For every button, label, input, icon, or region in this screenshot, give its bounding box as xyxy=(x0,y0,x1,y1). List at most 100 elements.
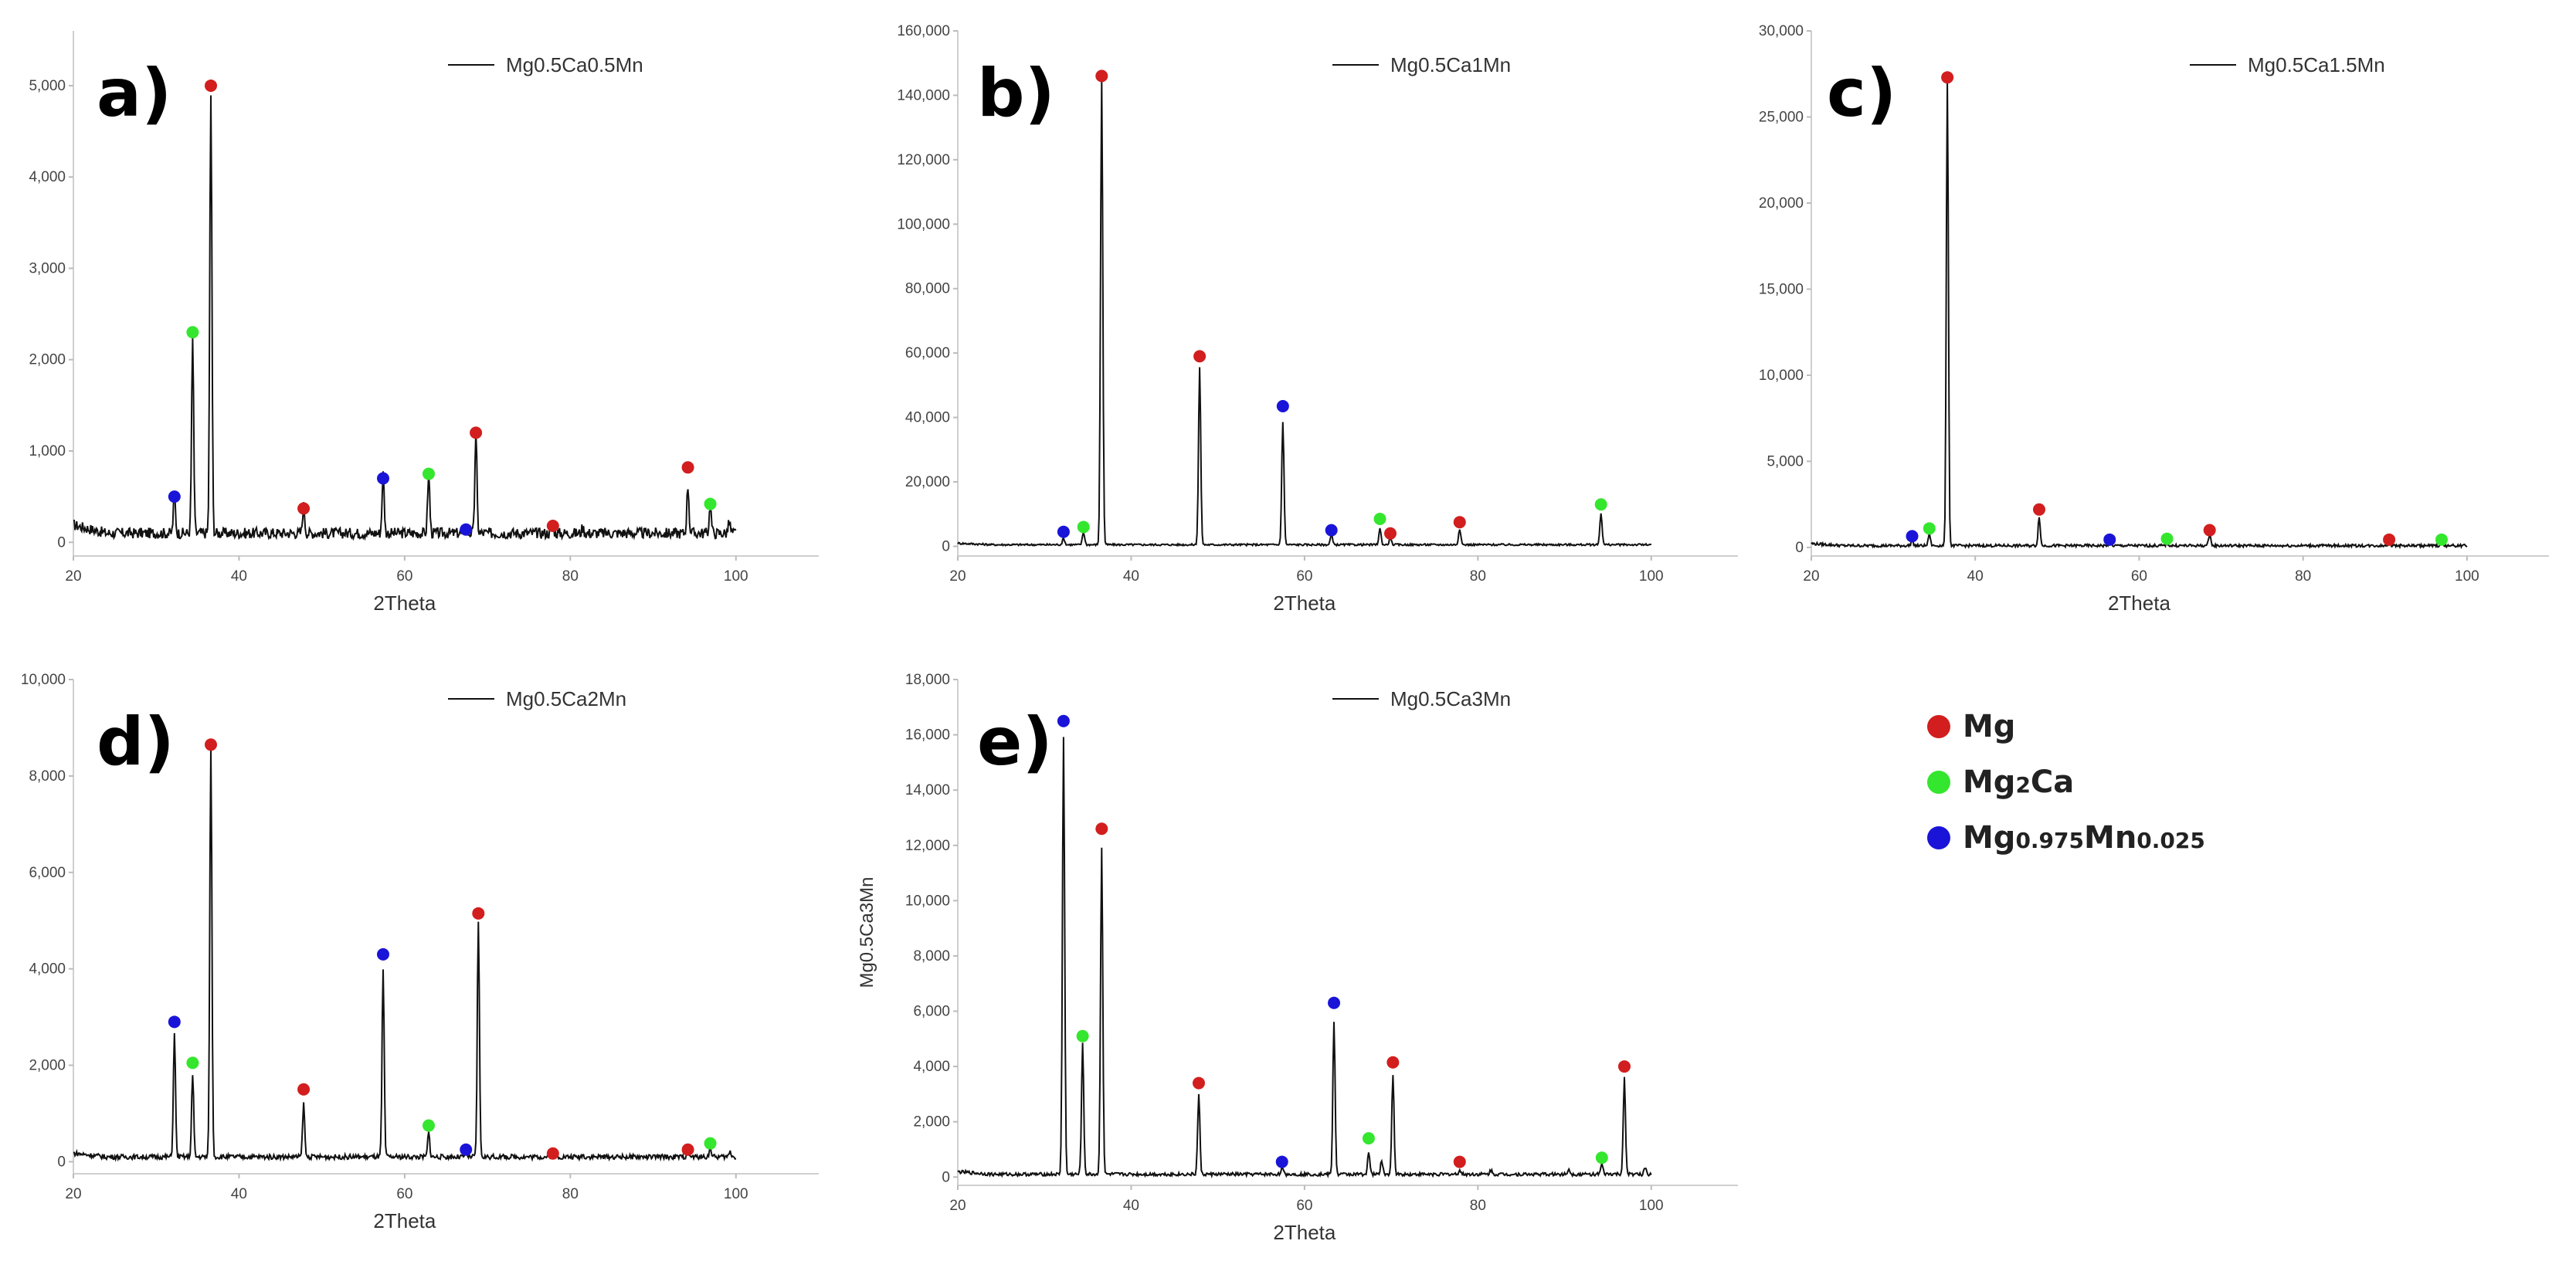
peak-marker xyxy=(1095,69,1108,83)
peak-marker xyxy=(297,502,311,515)
peak-marker xyxy=(704,497,717,510)
x-tick-label: 40 xyxy=(231,568,247,585)
peak-marker xyxy=(1595,1151,1608,1164)
y-tick-label: 14,000 xyxy=(905,782,950,798)
panel-label: a) xyxy=(97,55,171,132)
peak-marker xyxy=(1941,71,1954,84)
peak-marker xyxy=(2103,533,2116,546)
mg-dot-icon xyxy=(1927,715,1950,738)
y-tick-label: 80,000 xyxy=(905,281,950,297)
x-tick-label: 20 xyxy=(65,568,81,585)
y-tick-label: 8,000 xyxy=(913,948,950,964)
y-tick-label: 8,000 xyxy=(29,768,66,785)
y-tick-label: 5,000 xyxy=(29,78,66,94)
x-tick-label: 40 xyxy=(1123,1198,1139,1214)
peak-marker xyxy=(2383,533,2396,546)
y-tick-label: 0 xyxy=(57,1154,66,1170)
peak-marker xyxy=(1077,520,1090,534)
y-tick-label: 12,000 xyxy=(905,838,950,854)
x-tick-label: 100 xyxy=(724,568,748,585)
peak-marker xyxy=(1057,714,1070,727)
phase-legend-mg: Mg xyxy=(1927,699,2205,754)
series-legend-label: Mg0.5Ca1.5Mn xyxy=(2248,53,2385,76)
peak-marker xyxy=(1325,524,1338,537)
x-tick-label: 100 xyxy=(2455,568,2479,585)
peak-marker xyxy=(422,467,435,480)
x-tick-label: 80 xyxy=(562,568,579,585)
y-tick-label: 20,000 xyxy=(905,474,950,490)
x-tick-label: 40 xyxy=(1967,568,1984,585)
x-tick-label: 100 xyxy=(724,1186,748,1202)
peak-marker xyxy=(2160,532,2174,545)
peak-marker xyxy=(204,79,217,92)
phase-legend: Mg Mg2Ca Mg0.975Mn0.025 xyxy=(1927,699,2205,866)
y-tick-label: 0 xyxy=(1795,540,1804,556)
peak-marker xyxy=(2435,533,2448,546)
x-tick-label: 20 xyxy=(65,1186,81,1202)
peak-marker xyxy=(1193,350,1207,363)
series-legend-label: Mg0.5Ca1Mn xyxy=(1390,53,1511,76)
y-tick-label: 0 xyxy=(942,538,950,554)
x-tick-label: 60 xyxy=(2131,568,2147,585)
x-tick-label: 60 xyxy=(1296,1198,1312,1214)
peak-marker xyxy=(472,907,485,920)
y-tick-label: 15,000 xyxy=(1759,281,1804,297)
y-tick-label: 10,000 xyxy=(1759,368,1804,384)
y-tick-label: 4,000 xyxy=(29,961,66,978)
x-tick-label: 100 xyxy=(1639,568,1664,585)
panel-label: b) xyxy=(977,55,1055,132)
y-tick-label: 0 xyxy=(57,534,66,551)
y-tick-label: 120,000 xyxy=(897,152,950,168)
peak-marker xyxy=(2203,524,2216,537)
y-tick-label: 2,000 xyxy=(29,1058,66,1074)
xrd-series-line xyxy=(1811,82,2468,550)
xrd-series-line xyxy=(73,95,737,541)
peak-marker xyxy=(681,461,694,474)
y-tick-label: 2,000 xyxy=(29,352,66,368)
y-tick-label: 6,000 xyxy=(29,865,66,881)
peak-marker xyxy=(1275,1155,1288,1168)
peak-marker xyxy=(704,1137,717,1150)
peak-marker xyxy=(1076,1029,1089,1042)
y-tick-label: 30,000 xyxy=(1759,23,1804,39)
peak-marker xyxy=(1453,516,1466,529)
peak-marker xyxy=(460,1143,473,1156)
y-tick-label: 3,000 xyxy=(29,260,66,276)
mg2ca-dot-icon xyxy=(1927,771,1950,794)
y-tick-label: 2,000 xyxy=(913,1114,950,1131)
peak-marker xyxy=(377,472,390,485)
x-tick-label: 40 xyxy=(1123,568,1139,585)
chart-panel-4: 0 2,000 4,000 6,000 8,000 10,000 20 40 60 80 100 2T… xyxy=(21,672,819,1232)
xrd-series-line xyxy=(957,78,1652,547)
peak-marker xyxy=(1192,1076,1205,1090)
peak-marker xyxy=(681,1143,694,1156)
x-tick-label: 20 xyxy=(949,568,966,585)
phase-legend-mg-label: Mg xyxy=(1963,709,2016,744)
x-tick-label: 60 xyxy=(396,568,412,585)
panel-label: c) xyxy=(1827,55,1896,132)
x-tick-label: 80 xyxy=(1470,568,1486,585)
y-tick-label: 140,000 xyxy=(897,87,950,103)
peak-marker xyxy=(1095,822,1108,836)
phase-legend-mgmn: Mg0.975Mn0.025 xyxy=(1927,810,2205,866)
x-tick-label: 20 xyxy=(1803,568,1819,585)
peak-marker xyxy=(1057,525,1070,538)
x-tick-label: 40 xyxy=(231,1186,247,1202)
y-tick-label: 60,000 xyxy=(905,345,950,361)
peak-marker xyxy=(297,1083,311,1096)
peak-marker xyxy=(2032,503,2045,516)
peak-marker xyxy=(186,326,199,339)
x-axis-label: 2Theta xyxy=(2108,592,2170,615)
y-tick-label: 6,000 xyxy=(913,1004,950,1020)
phase-legend-mgmn-label: Mg0.975Mn0.025 xyxy=(1963,820,2205,856)
panel-label: d) xyxy=(97,703,175,781)
x-tick-label: 60 xyxy=(1296,568,1312,585)
chart-panel-3: 0 5,000 10,000 15,000 20,000 25,000 30,000 20 40… xyxy=(1759,23,2549,615)
series-legend-label: Mg0.5Ca0.5Mn xyxy=(506,53,643,76)
peak-marker xyxy=(1386,1056,1400,1069)
y-tick-label: 40,000 xyxy=(905,410,950,426)
peak-marker xyxy=(470,426,483,439)
y-tick-label: 18,000 xyxy=(905,672,950,688)
panel-label: e) xyxy=(977,703,1053,781)
